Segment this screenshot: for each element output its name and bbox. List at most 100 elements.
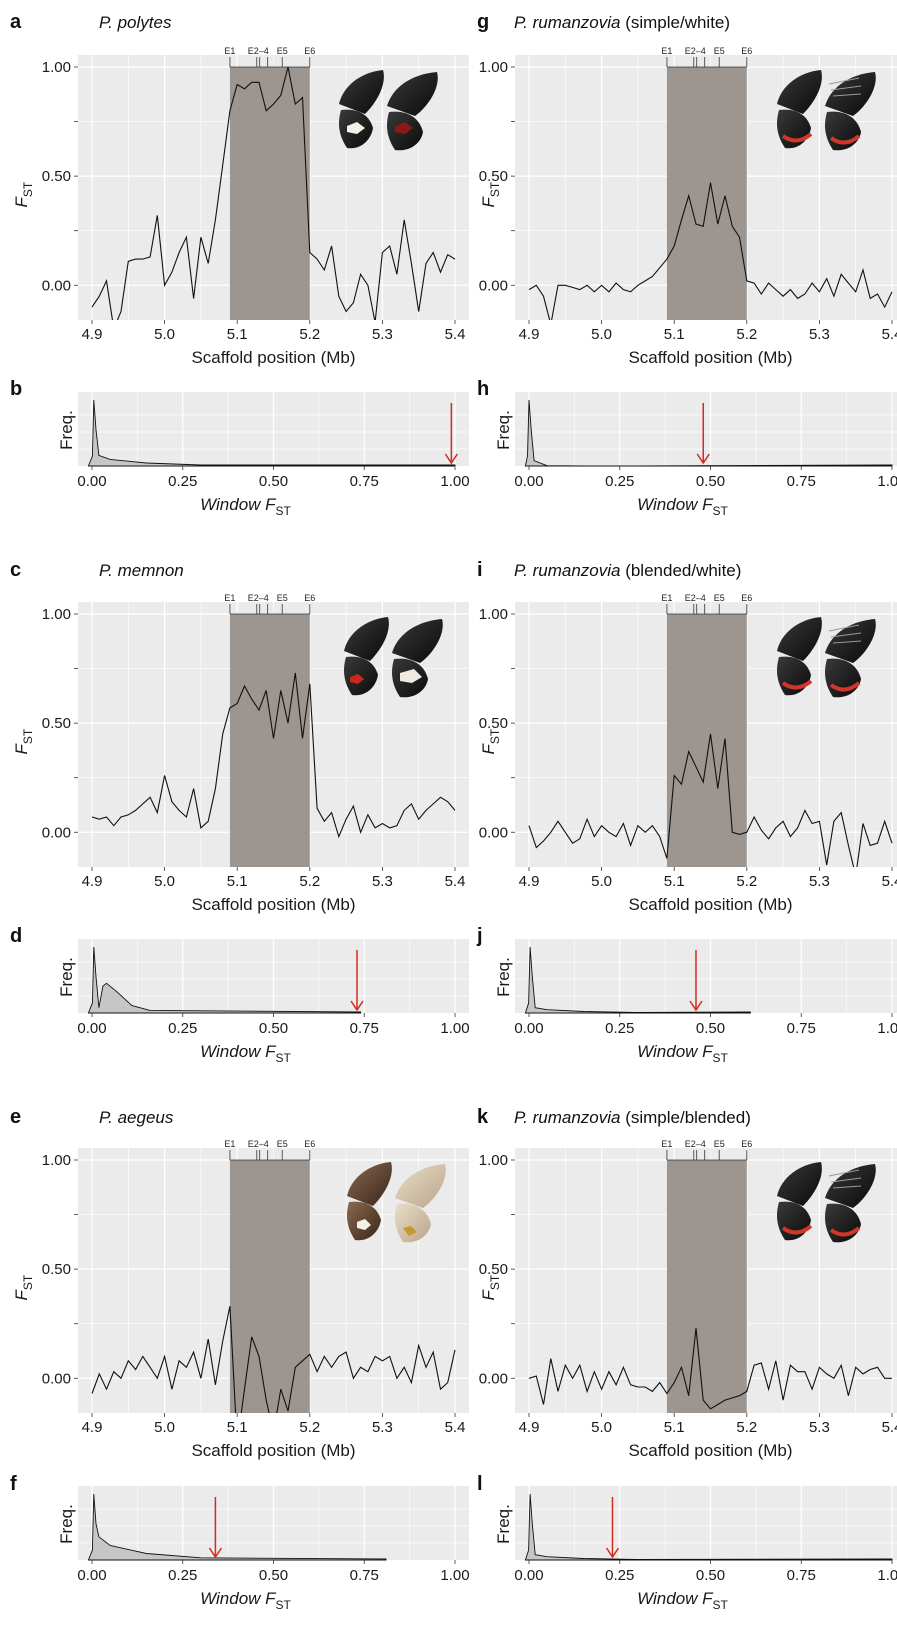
x-tick-label: 0.00 (514, 473, 543, 490)
x-tick-label: 0.25 (605, 1567, 634, 1584)
x-tick-label: 5.2 (299, 326, 320, 343)
butterfly-inset-icon-white-patch (357, 1219, 371, 1230)
butterfly-inset-icon (347, 1162, 446, 1243)
species-name: P. rumanzovia (514, 1108, 620, 1127)
butterfly-inset-icon-forewing-right (825, 1164, 876, 1208)
y-axis-title-sub: ST (21, 1274, 35, 1290)
panel-k: k E1 E2–4 E5 E6 0.00 0.50 1.00 4.9 5.0 5.1 5.2 5.3 5.… (477, 1106, 897, 1460)
y-axis-title: Freq. (494, 1504, 513, 1544)
butterfly-inset-icon-yellow-spot (403, 1226, 417, 1236)
panel-label-f: f (10, 1473, 17, 1495)
panel-label-b: b (10, 378, 22, 400)
species-title: P. rumanzovia (simple/white) (514, 13, 730, 32)
species-name: P. rumanzovia (514, 13, 620, 32)
y-tick-label: 1.00 (42, 1152, 71, 1169)
panel-label-c: c (10, 559, 21, 581)
butterfly-inset-icon-red-margin-right (829, 1226, 861, 1237)
x-tick-label: 4.9 (519, 1419, 540, 1436)
x-axis-title-main: Window F (637, 1589, 714, 1608)
x-tick-label: 5.0 (591, 326, 612, 343)
species-name: P. memnon (99, 561, 184, 580)
gene-region (666, 1160, 747, 1413)
panel-b: b 0.00 0.25 0.50 0.75 1.00 Window FST Freq. (10, 378, 470, 518)
panel-label-i: i (477, 559, 483, 581)
butterfly-inset-icon (777, 70, 876, 151)
butterfly-inset-icon (339, 70, 438, 151)
gene-region (229, 614, 310, 867)
exon-label: E6 (741, 46, 752, 56)
x-axis-title-sub: ST (276, 1598, 292, 1612)
exon-label: E1 (224, 46, 235, 56)
exon-label: E5 (277, 593, 288, 603)
x-tick-label: 0.50 (259, 473, 288, 490)
butterfly-inset-icon-hindwing-right (395, 1203, 431, 1243)
x-tick-label: 5.3 (809, 1419, 830, 1436)
x-tick-label: 5.2 (736, 326, 757, 343)
exon-label: E1 (224, 1139, 235, 1149)
y-tick-label: 0.00 (479, 1370, 508, 1387)
density-curve (87, 399, 456, 467)
y-axis-title: Freq. (57, 1504, 76, 1544)
y-tick-label: 0.50 (479, 168, 508, 185)
y-axis-title-main: F (12, 743, 31, 755)
x-tick-label: 0.50 (259, 1020, 288, 1037)
x-tick-label: 5.1 (227, 326, 248, 343)
density-curve (524, 399, 893, 467)
panel-label-a: a (10, 11, 22, 33)
exon-label: E1 (661, 1139, 672, 1149)
y-tick-label: 0.50 (42, 1261, 71, 1278)
butterfly-inset-icon-white-band (347, 122, 365, 134)
panel-c: c E1 E2–4 E5 E6 0.00 0.50 1.00 4.9 5.0 5.1 5.2 5.3 5.… (10, 559, 469, 914)
butterfly-inset-icon-forewing-left (777, 617, 822, 661)
species-name: P. rumanzovia (514, 561, 620, 580)
x-tick-label: 0.75 (350, 1020, 379, 1037)
butterfly-inset-icon-forewing-left (777, 1162, 822, 1206)
x-tick-label: 5.3 (809, 873, 830, 890)
species-title: P. aegeus (99, 1108, 174, 1127)
x-tick-label: 5.1 (664, 873, 685, 890)
x-tick-label: 0.50 (696, 1567, 725, 1584)
exon-label: E5 (714, 46, 725, 56)
exon-label: E2–4 (685, 593, 706, 603)
y-tick-label: 0.50 (42, 168, 71, 185)
exon-label: E2–4 (248, 46, 269, 56)
x-axis-title-main: Window F (637, 495, 714, 514)
panel-label-d: d (10, 925, 22, 947)
panel-j: j 0.00 0.25 0.50 0.75 1.00 Window FST Freq. (476, 925, 897, 1065)
exon-label: E1 (661, 46, 672, 56)
x-tick-label: 5.1 (664, 326, 685, 343)
x-tick-label: 4.9 (82, 326, 103, 343)
exon-label: E6 (304, 1139, 315, 1149)
exon-label: E5 (714, 593, 725, 603)
species-title: P. polytes (99, 13, 172, 32)
y-axis-title: FST (12, 1274, 35, 1300)
y-axis-title: FST (12, 728, 35, 754)
fst-line (91, 66, 456, 320)
density-curve (87, 946, 362, 1014)
panel-g: g E1 E2–4 E5 E6 0.00 0.50 1.00 4.9 5.0 5.1 5.2 5.3 5.… (477, 11, 897, 367)
gene-region (666, 614, 747, 867)
x-tick-label: 0.00 (77, 1567, 106, 1584)
exon-label: E6 (304, 46, 315, 56)
panel-l: l 0.00 0.25 0.50 0.75 1.00 Window FST Freq. (477, 1473, 897, 1612)
fst-line (528, 1328, 892, 1410)
x-tick-label: 1.00 (440, 473, 469, 490)
x-axis-title: Window FST (200, 1589, 291, 1612)
butterfly-inset-icon-white-patch (400, 669, 422, 683)
x-axis-title-main: Window F (200, 1042, 277, 1061)
exon-label: E6 (741, 593, 752, 603)
x-tick-label: 0.75 (350, 473, 379, 490)
species-note: (blended/white) (620, 561, 741, 580)
butterfly-inset-icon-forewing-left (344, 617, 389, 661)
exon-label: E1 (224, 593, 235, 603)
arrow-head-icon (696, 453, 710, 465)
arrow-head-icon (208, 1547, 223, 1559)
x-axis-title: Window FST (637, 1589, 728, 1612)
y-tick-label: 1.00 (479, 606, 508, 623)
butterfly-inset-icon-red-spot (395, 122, 413, 134)
x-tick-label: 0.25 (605, 1020, 634, 1037)
butterfly-inset-icon-red-margin (781, 679, 813, 690)
gene-region (666, 67, 747, 320)
arrow-head-icon (689, 1000, 703, 1012)
y-tick-label: 0.00 (42, 824, 71, 841)
